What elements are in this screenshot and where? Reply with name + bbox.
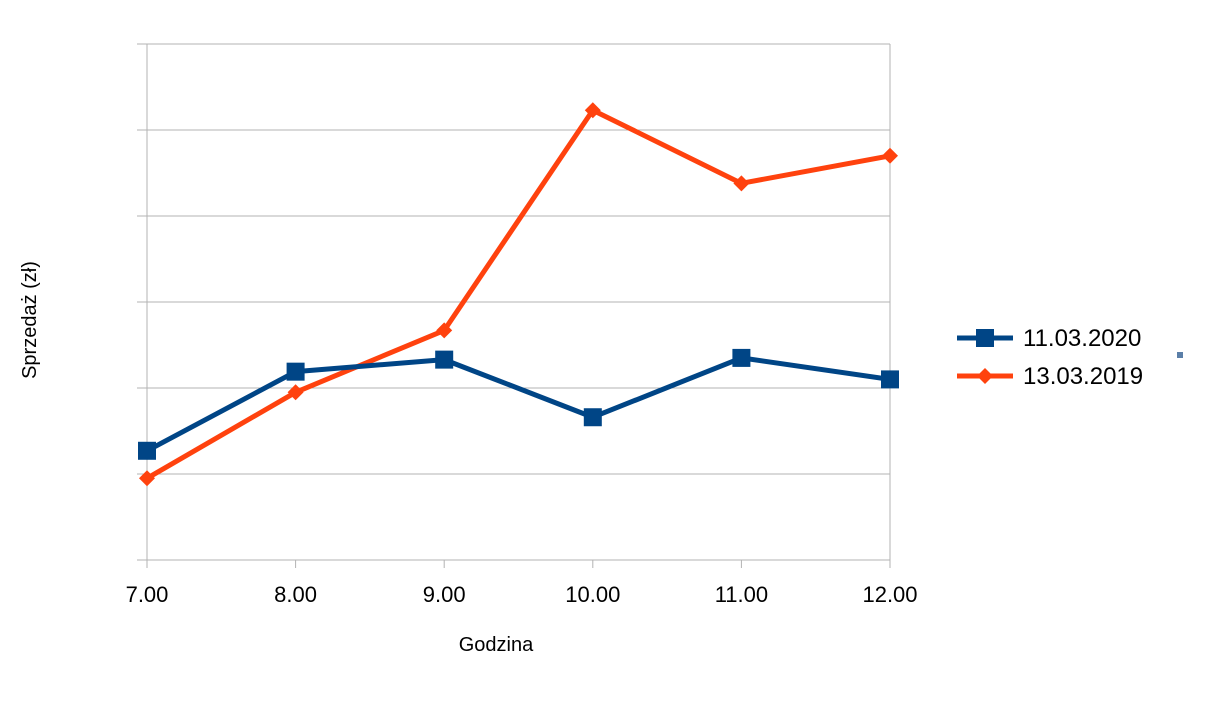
y-axis-title: Sprzedaż (zł) <box>19 261 41 379</box>
axes <box>146 44 891 568</box>
series-layer <box>138 102 899 487</box>
x-tick-label: 8.00 <box>274 582 317 607</box>
x-tick-label: 11.00 <box>715 582 768 607</box>
legend-handle-marker <box>1177 352 1183 358</box>
legend-label: 11.03.2020 <box>1023 325 1141 352</box>
legend: 11.03.2020 13.03.2019 <box>957 325 1143 390</box>
legend-item: 11.03.2020 <box>957 325 1141 352</box>
x-tick-label: 7.00 <box>126 582 169 607</box>
data-point <box>435 350 454 369</box>
data-point <box>286 362 305 381</box>
data-point <box>732 348 751 367</box>
data-point <box>882 147 898 164</box>
data-point <box>138 441 156 460</box>
data-point <box>436 322 453 339</box>
data-point <box>733 175 750 192</box>
gridlines <box>137 43 890 561</box>
series-1 <box>138 348 899 460</box>
series-line <box>145 107 891 481</box>
x-axis-ticks: 7.00 8.00 9.00 10.00 11.00 12.00 <box>126 560 918 607</box>
series-line <box>145 355 891 453</box>
legend-label: 13.03.2019 <box>1023 363 1143 390</box>
x-tick-label: 12.00 <box>862 582 917 607</box>
data-point <box>584 102 601 119</box>
series-2 <box>139 102 898 487</box>
data-point <box>139 470 155 487</box>
data-point <box>881 370 899 389</box>
legend-marker <box>976 329 994 347</box>
data-point <box>583 408 602 427</box>
legend-item: 13.03.2019 <box>957 363 1143 390</box>
x-axis-title: Godzina <box>459 634 534 656</box>
x-tick-label: 9.00 <box>423 582 466 607</box>
legend-marker <box>977 368 993 384</box>
data-point <box>287 384 304 401</box>
x-tick-label: 10.00 <box>565 582 620 607</box>
